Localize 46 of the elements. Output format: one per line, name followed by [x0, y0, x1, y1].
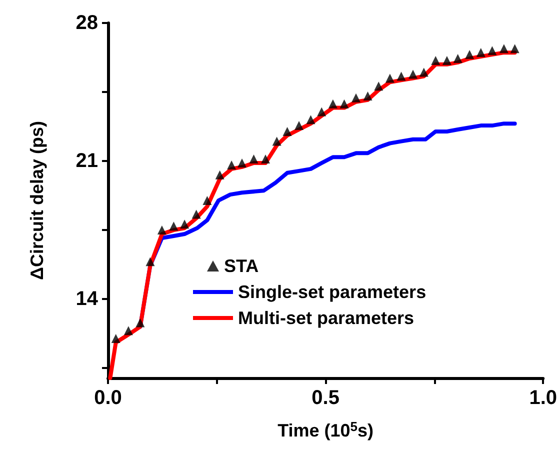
point: [385, 74, 394, 83]
y-tick-label: 14: [76, 288, 99, 310]
point: [146, 257, 155, 266]
legend-label: Multi-set parameters: [238, 308, 414, 328]
point: [157, 226, 166, 235]
point: [111, 334, 120, 344]
legend-label: STA: [224, 256, 259, 276]
point: [136, 318, 145, 328]
x-tick-label: 0.0: [94, 387, 122, 409]
point: [328, 99, 338, 108]
point: [352, 93, 361, 102]
point: [510, 44, 520, 54]
point: [169, 222, 178, 231]
point: [488, 46, 497, 56]
point: [124, 326, 133, 336]
point: [465, 50, 474, 60]
point: [476, 48, 486, 58]
point: [294, 121, 304, 130]
point: [202, 196, 212, 205]
point: [215, 170, 224, 180]
point: [282, 126, 292, 136]
point: [227, 160, 236, 170]
point: [238, 158, 247, 168]
y-tick-label: 28: [76, 12, 98, 34]
x-tick-label: 0.5: [312, 387, 340, 409]
point: [306, 115, 316, 124]
point: [317, 107, 326, 116]
point: [453, 54, 462, 63]
x-tick-label: 1.0: [529, 387, 558, 409]
point: [192, 210, 201, 219]
point: [272, 136, 282, 146]
legend-label: Single-set parameters: [238, 282, 426, 302]
point: [499, 44, 508, 54]
point: [396, 72, 406, 81]
point: [431, 56, 440, 65]
point: [408, 70, 418, 79]
y-axis-title: ΔCircuit delay (ps): [27, 121, 47, 280]
point: [363, 91, 372, 100]
point: [374, 82, 384, 91]
point: [180, 220, 190, 229]
point: [442, 56, 452, 65]
y-tick-label: 21: [76, 150, 98, 172]
point: [419, 68, 428, 77]
point: [249, 154, 258, 164]
point: [261, 154, 270, 164]
point: [340, 99, 349, 108]
